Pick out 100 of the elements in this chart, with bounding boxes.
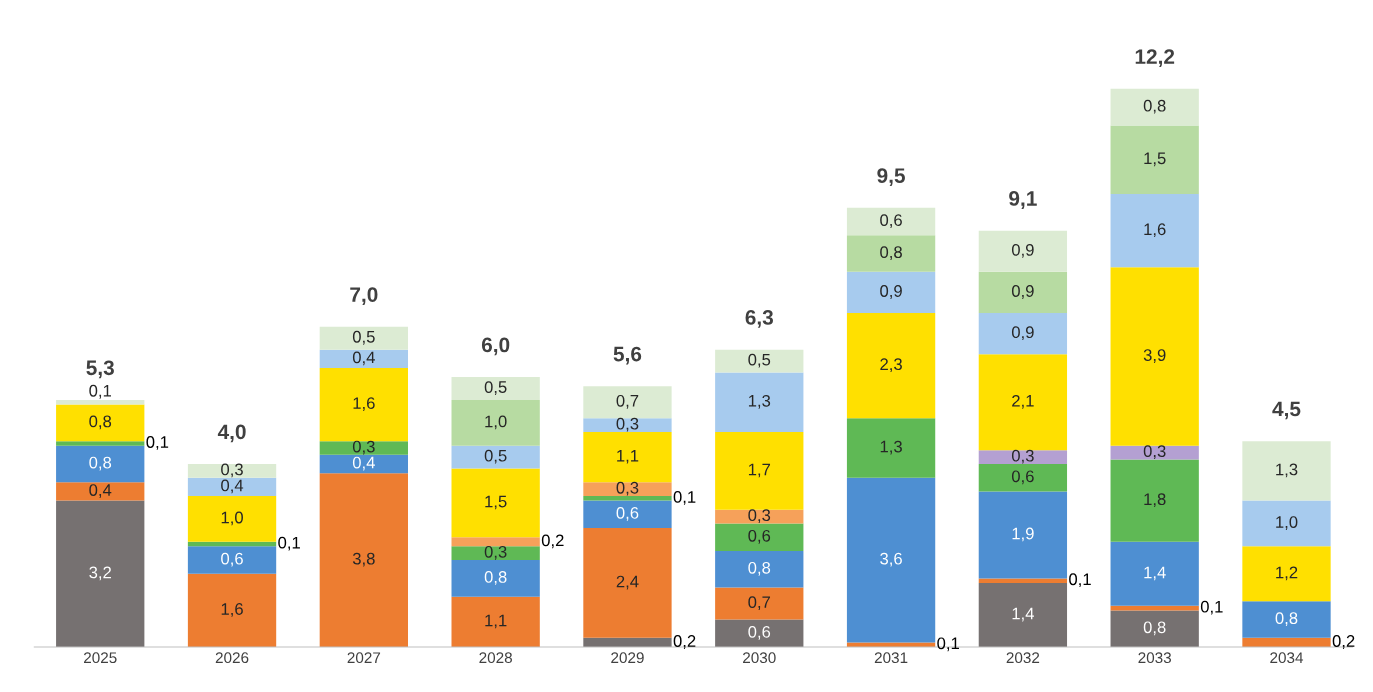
total-label: 6,0: [481, 337, 510, 356]
data-label: 1,3: [1276, 463, 1298, 478]
data-label: 1,6: [221, 603, 243, 617]
bar: [187, 496, 277, 542]
bar: [451, 445, 540, 469]
bar: [583, 482, 672, 497]
bar: [846, 313, 936, 419]
total-label: 4,0: [217, 424, 246, 443]
data-label: 0,6: [748, 529, 771, 544]
total-label: 5,6: [613, 346, 642, 365]
bar: [451, 546, 540, 561]
bar: [978, 313, 1068, 355]
data-label: 0,7: [616, 394, 639, 409]
bar: [56, 441, 145, 446]
bar: [1110, 125, 1199, 195]
bar: [1242, 500, 1331, 547]
bar: [978, 354, 1068, 451]
data-label: 1,2: [1276, 566, 1298, 581]
bar: [583, 500, 672, 529]
total-label: 9,1: [1009, 191, 1037, 209]
data-label: 0,4: [352, 456, 375, 471]
bar: [846, 271, 936, 314]
data-label: 1,8: [1144, 493, 1166, 508]
x-tick-label: 2028: [479, 652, 512, 664]
data-label: 0,2: [541, 534, 564, 549]
data-label: 0,3: [616, 481, 639, 496]
data-label: 0,3: [352, 440, 375, 455]
bar: [715, 372, 804, 432]
bar: [187, 477, 277, 497]
data-label: 0,3: [616, 417, 639, 432]
x-tick-label: 2032: [1006, 652, 1040, 664]
data-label: 0,9: [1011, 326, 1034, 341]
data-label: 0,8: [1143, 99, 1166, 114]
data-label: 0,1: [278, 536, 300, 551]
bar: [1110, 610, 1199, 648]
data-label: 1,4: [1012, 607, 1034, 622]
data-label: 0,3: [221, 463, 243, 478]
data-label: 1,1: [617, 449, 639, 464]
bar: [451, 399, 540, 446]
x-tick-label: 2026: [215, 652, 249, 664]
data-label: 0,8: [484, 571, 507, 585]
data-label: 0,1: [1069, 573, 1091, 588]
bar: [56, 500, 145, 648]
bar: [1110, 194, 1199, 268]
data-label: 0,6: [616, 507, 639, 521]
bar: [1242, 441, 1331, 501]
data-label: 1,3: [880, 440, 902, 455]
data-label: 2,4: [616, 575, 639, 590]
data-label: 0,8: [748, 561, 771, 576]
data-label: 0,4: [221, 479, 244, 494]
bar: [319, 454, 408, 474]
bar: [715, 619, 804, 648]
bar: [1110, 459, 1199, 542]
bar: [715, 349, 804, 373]
x-tick-label: 2031: [874, 652, 908, 664]
data-label: 1,6: [1144, 223, 1166, 238]
bar: [978, 271, 1068, 314]
bar: [451, 596, 540, 648]
bar: [1242, 601, 1331, 638]
bar: [978, 491, 1068, 579]
data-label: 3,9: [1143, 349, 1166, 363]
bar: [56, 445, 145, 483]
data-label: 1,6: [353, 397, 375, 411]
data-label: 0,4: [352, 351, 375, 366]
data-label: 0,7: [748, 596, 771, 610]
x-tick-label: 2025: [84, 652, 117, 664]
data-label: 1,0: [221, 511, 243, 526]
x-tick-label: 2034: [1270, 652, 1304, 664]
bar: [319, 473, 408, 648]
data-label: 0,5: [484, 449, 507, 464]
data-label: 3,8: [352, 552, 375, 567]
total-label: 4,5: [1272, 401, 1301, 420]
data-label: 0,6: [748, 625, 771, 640]
data-label: 0,3: [748, 509, 771, 524]
bar: [715, 431, 804, 510]
bar: [451, 377, 540, 400]
total-label: 7,0: [350, 287, 378, 305]
total-label: 5,3: [86, 360, 114, 379]
bar: [846, 235, 936, 272]
data-label: 0,2: [1332, 635, 1355, 649]
bar: [187, 464, 277, 478]
data-label: 0,6: [1011, 470, 1034, 485]
bar: [187, 573, 277, 648]
data-label: 1,0: [1276, 516, 1298, 530]
data-label: 0,8: [89, 415, 112, 430]
data-label: 1,1: [485, 614, 507, 629]
data-label: 0,9: [1011, 285, 1034, 299]
bar: [978, 450, 1068, 465]
data-label: 0,5: [352, 330, 375, 345]
bar: [583, 496, 672, 501]
x-tick-label: 2029: [611, 652, 644, 664]
data-label: 0,8: [89, 456, 112, 471]
data-label: 1,5: [485, 495, 507, 510]
bar: [319, 441, 408, 455]
bar: [319, 367, 408, 442]
data-label: 0,1: [937, 637, 959, 652]
x-tick-label: 2027: [347, 652, 381, 664]
bar: [1242, 546, 1331, 602]
data-label: 0,3: [1011, 449, 1034, 464]
data-label: 0,1: [1200, 600, 1223, 615]
